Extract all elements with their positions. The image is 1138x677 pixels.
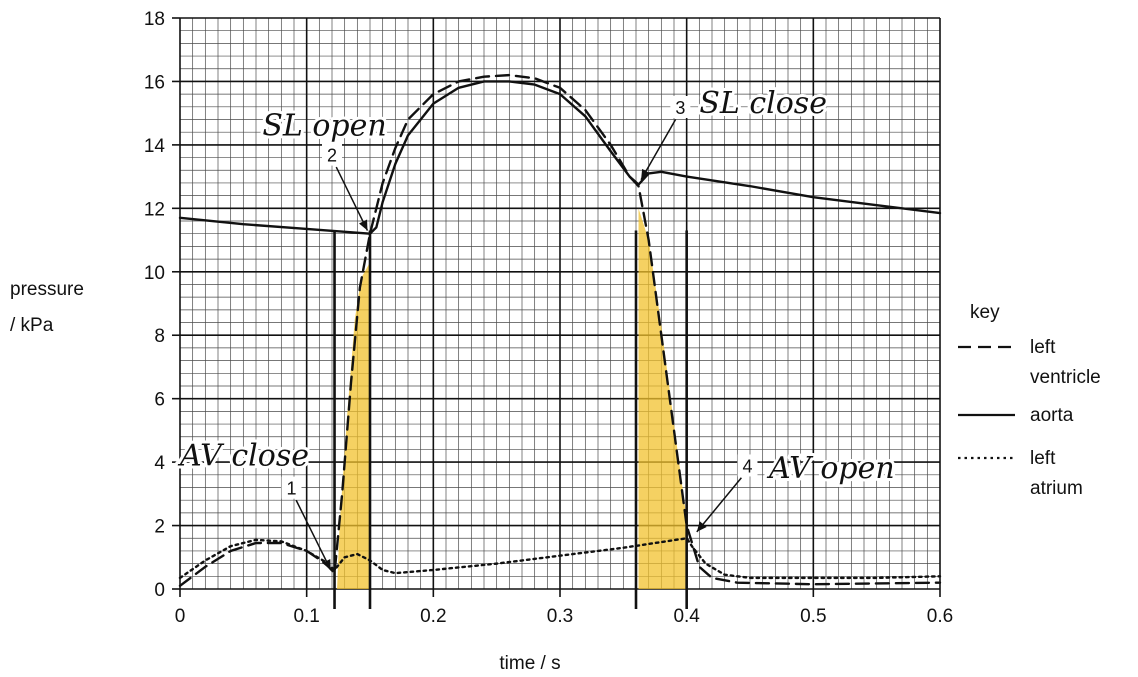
annotation-number: 1 — [286, 479, 296, 499]
annotation-label-bg — [670, 95, 691, 118]
shaded-region — [638, 208, 687, 590]
x-tick-labels: 0 0.1 0.2 0.3 0.4 0.5 0.6 — [175, 606, 954, 627]
x-axis-label: time / s — [499, 653, 560, 674]
y-tick-label: 18 — [144, 9, 165, 30]
major-grid — [172, 17, 941, 597]
annotation-arrow-head — [696, 521, 707, 532]
annotation-label-bg — [281, 476, 302, 499]
y-tick-label: 6 — [154, 390, 165, 411]
legend-label-left-atrium-line1: left — [1030, 448, 1056, 469]
y-tick-label: 12 — [144, 199, 165, 220]
annotation-number: 3 — [675, 98, 685, 118]
y-axis-label-line1: pressure — [10, 279, 84, 300]
annotation-arrow-head — [322, 558, 331, 570]
x-tick-label: 0.6 — [927, 606, 953, 627]
x-tick-label: 0 — [175, 606, 186, 627]
x-tick-label: 0.3 — [547, 606, 573, 627]
y-tick-label: 16 — [144, 72, 165, 93]
shaded-regions — [337, 208, 687, 590]
x-tick-label: 0.2 — [420, 606, 446, 627]
x-tick-label: 0.4 — [673, 606, 700, 627]
handwritten-note: SL open — [262, 108, 386, 143]
handwritten-note: SL close — [699, 86, 827, 121]
annotation-arrow-line — [335, 166, 369, 231]
legend-label-left-ventricle-line1: left — [1030, 337, 1056, 358]
annotation-arrow-head — [641, 168, 650, 180]
legend-label-left-ventricle-line2: ventricle — [1030, 367, 1101, 388]
y-tick-label: 10 — [144, 263, 165, 284]
y-tick-label: 14 — [144, 136, 166, 157]
handwritten-note: AV close — [177, 438, 309, 473]
annotation-number: 4 — [742, 456, 752, 476]
annotation-number: 2 — [327, 146, 337, 166]
legend-title: key — [970, 302, 1000, 323]
series-line-left-atrium — [178, 537, 942, 580]
annotation-arrow-head — [359, 219, 368, 231]
legend-label-aorta: aorta — [1030, 405, 1074, 426]
annotation-arrow-line — [640, 119, 677, 181]
series-lines — [178, 73, 942, 588]
annotation-arrow-line — [295, 499, 332, 571]
annotation-label-bg — [322, 143, 342, 166]
y-tick-label: 0 — [154, 580, 165, 601]
annotation-arrow-line — [696, 477, 742, 533]
vertical-markers — [333, 230, 688, 609]
numbered-annotations: 1 2 3 4 — [281, 95, 758, 571]
legend-label-left-atrium-line2: atrium — [1030, 478, 1083, 499]
y-axis-label-line2: / kPa — [10, 315, 54, 336]
x-tick-label: 0.5 — [800, 606, 826, 627]
handwritten-note: AV open — [766, 451, 895, 486]
series-line-aorta — [178, 80, 942, 235]
y-tick-label: 2 — [154, 517, 165, 538]
handwritten-notes: SL open SL close AV close AV open — [174, 83, 898, 489]
x-tick-label: 0.1 — [293, 606, 319, 627]
y-tick-label: 8 — [154, 326, 165, 347]
y-tick-label: 4 — [154, 453, 165, 474]
shaded-region — [337, 262, 370, 589]
y-tick-labels: 0 2 4 6 8 10 12 14 16 18 — [144, 9, 166, 601]
legend: key left ventricle aorta left atrium — [958, 302, 1101, 499]
annotation-label-bg — [737, 454, 758, 477]
